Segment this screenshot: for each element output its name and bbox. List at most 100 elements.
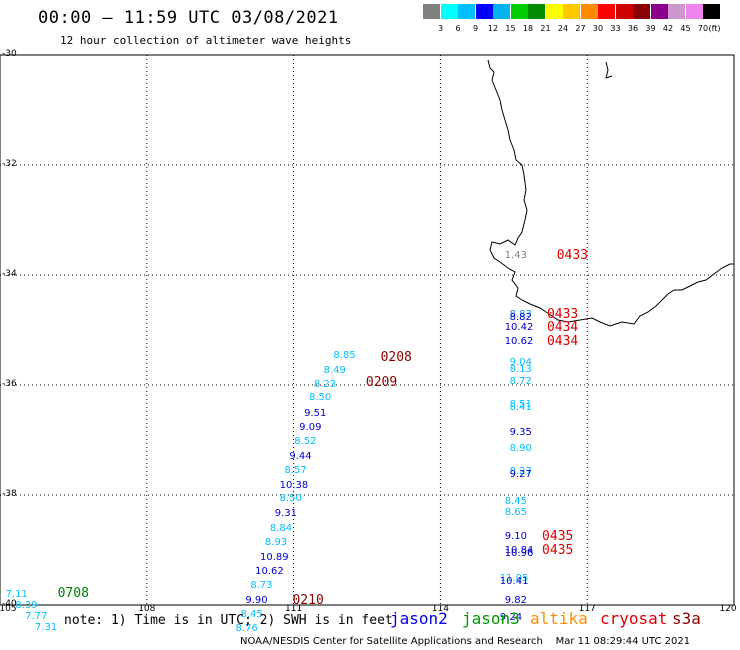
scale-swatch [423, 4, 440, 19]
wave-height-label: 8.76 [235, 623, 258, 635]
scale-swatch [528, 4, 545, 19]
scale-swatch [563, 4, 580, 19]
y-tick-label: -36 [2, 379, 17, 389]
wave-height-label: 8.41 [509, 402, 532, 414]
wave-height-label: 8.57 [284, 464, 307, 476]
x-tick-label: 108 [138, 604, 156, 614]
wave-height-label: 9.27 [509, 469, 532, 481]
wave-height-label: 8.52 [294, 436, 317, 448]
wave-height-label: 10.84 [504, 545, 534, 557]
wave-height-label: 8.23 [313, 379, 337, 390]
legend-cryosat: cryosat [600, 609, 668, 628]
wave-height-label: 8.84 [269, 523, 293, 535]
scale-swatch [440, 4, 458, 19]
scale-swatch [580, 4, 598, 19]
scale-swatch [668, 4, 685, 19]
pass-time-label: 0435 [542, 528, 574, 544]
wave-height-label: 8.82 [509, 311, 532, 323]
wave-height-label: 10.96 [504, 548, 534, 560]
pass-time-label: 0210 [292, 592, 324, 608]
wave-height-label: 10.62 [504, 336, 534, 348]
wave-height-label: 10.62 [255, 566, 284, 577]
legend-altika: altika [530, 609, 588, 628]
wave-height-label: 8.45 [504, 495, 527, 507]
pass-time-label: 0708 [57, 586, 89, 601]
wave-height-label: 9.90 [245, 594, 268, 606]
wave-height-label: 9.24 [499, 612, 523, 624]
wave-height-label: 9.09 [299, 421, 322, 433]
wave-height-label: 9.10 [504, 530, 527, 542]
wave-height-label: 8.65 [504, 506, 527, 518]
coastline-australia [487, 59, 734, 327]
wave-height-label: 8.39 [15, 600, 38, 612]
wave-height-label: 9.82 [504, 594, 527, 606]
wave-height-label: 8.51 [509, 398, 532, 410]
y-tick-label: -32 [2, 159, 17, 169]
scale-swatch [493, 4, 510, 19]
scale-label: 6 [455, 24, 461, 33]
scale-label: 9 [472, 24, 479, 33]
scale-label: 24 [557, 24, 569, 33]
scale-label: 12 [487, 24, 499, 33]
wave-height-label: 1.43 [504, 249, 527, 261]
scale-swatch [650, 4, 668, 19]
wave-height-label: 7.77 [25, 611, 48, 623]
y-tick-label: -38 [2, 489, 17, 499]
pass-time-label: 0434 [546, 334, 579, 350]
y-tick-label: -34 [2, 269, 17, 279]
wave-height-label: 8.90 [509, 442, 532, 454]
wave-height-label: 8.49 [323, 364, 346, 376]
map-subtitle: 12 hour collection of altimeter wave hei… [60, 34, 352, 47]
scale-label: 21 [540, 24, 551, 33]
scale-label: 45 [680, 24, 691, 33]
wave-height-label: 8.93 [264, 537, 288, 549]
scale-swatch [633, 4, 650, 19]
scale-swatch [510, 4, 528, 19]
coastline-island [605, 61, 613, 79]
scale-label: 42 [662, 24, 674, 33]
wave-height-label: 10.42 [504, 321, 534, 333]
credit-line: NOAA/NESDIS Center for Satellite Applica… [240, 636, 691, 647]
pass-time-label: 0435 [542, 543, 574, 559]
scale-swatch [458, 4, 475, 19]
wave-height-label: 8.50 [308, 392, 332, 404]
wave-height-label: 8.45 [240, 608, 263, 620]
scale-label: 39 [645, 24, 656, 33]
scale-swatch [545, 4, 563, 19]
y-tick-label: -40 [2, 599, 17, 609]
wave-height-label: 10.41 [499, 575, 529, 587]
scale-label: 33 [610, 24, 621, 33]
map-frame [0, 54, 735, 606]
pass-time-label: 0209 [365, 374, 398, 390]
pass-time-label: 0433 [556, 247, 589, 263]
pass-time-label: 0434 [546, 319, 579, 335]
wave-height-label: 9.35 [509, 427, 532, 439]
wave-height-label: 11.05 [499, 572, 529, 584]
x-tick-label: 114 [431, 604, 449, 614]
x-tick-label: 105 [0, 604, 17, 614]
scale-label: 18 [522, 24, 534, 33]
map-title: 00:00 – 11:59 UTC 03/08/2021 [38, 8, 339, 28]
scale-swatch [615, 4, 633, 19]
scale-label: 36 [627, 24, 639, 33]
x-tick-label: 120 [719, 604, 737, 614]
wave-height-label: 8.50 [279, 493, 302, 505]
scale-label: 27 [575, 24, 586, 33]
legend-jason2: jason2 [390, 609, 448, 628]
scale-swatch [598, 4, 615, 19]
wave-height-label: 10.89 [260, 551, 289, 563]
graticule [0, 55, 734, 605]
wave-height-label: 9.44 [289, 450, 312, 462]
x-tick-label: 117 [578, 604, 596, 614]
pass-time-label: 0433 [546, 306, 579, 322]
wave-height-label: 7.31 [34, 622, 58, 634]
scale-label: 3 [437, 24, 444, 33]
scale-swatch [475, 4, 493, 19]
note-text: note: 1) Time is in UTC; 2) SWH is in fe… [64, 613, 393, 628]
wave-height-label: 9.51 [304, 407, 327, 419]
wave-height-label: 8.83 [509, 309, 532, 321]
legend-s3a: s3a [672, 609, 701, 628]
wave-height-label: 8.27 [509, 465, 532, 477]
scale-swatch [703, 4, 720, 19]
